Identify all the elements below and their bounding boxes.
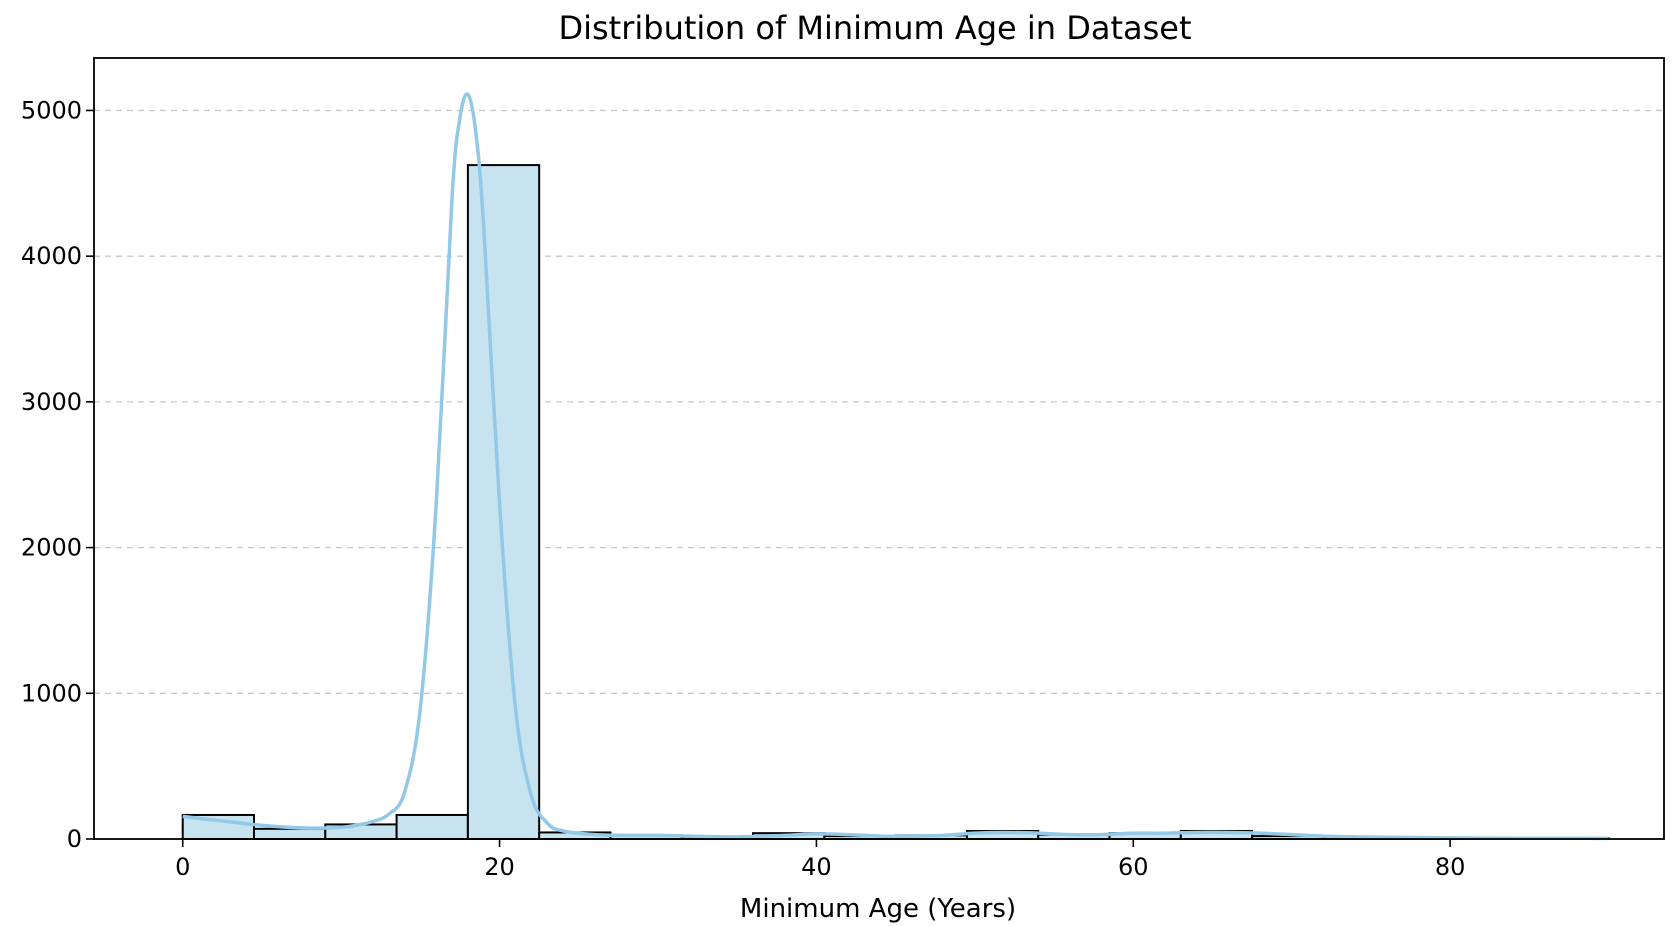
plot-frame — [93, 57, 1665, 840]
y-tick-label-4: 4000 — [21, 242, 82, 270]
y-tick-label-1: 1000 — [21, 679, 82, 707]
x-axis-ticks: 0 20 40 60 80 — [175, 839, 1465, 881]
y-axis-ticks: 0 1000 2000 3000 4000 5000 — [21, 96, 94, 853]
y-tick-label-0: 0 — [67, 825, 82, 853]
x-tick-label-0: 0 — [175, 853, 190, 881]
y-tick-label-2: 2000 — [21, 534, 82, 562]
kde-curve-layer — [182, 92, 1609, 841]
x-tick-label-4: 80 — [1435, 853, 1466, 881]
y-tick-label-3: 3000 — [21, 388, 82, 416]
gridlines — [94, 109, 1664, 694]
x-tick-label-2: 40 — [801, 853, 832, 881]
histogram-bar-1 — [253, 827, 327, 840]
kde-curve — [182, 92, 1609, 841]
histogram-bar-4 — [466, 164, 541, 841]
y-tick-label-5: 5000 — [21, 96, 82, 124]
x-axis-label: Minimum Age (Years) — [740, 894, 1016, 924]
histogram-bars — [181, 164, 1610, 841]
x-tick-label-1: 20 — [484, 853, 515, 881]
histogram-bar-3 — [395, 813, 469, 840]
x-tick-label-3: 60 — [1118, 853, 1149, 881]
chart-title: Distribution of Minimum Age in Dataset — [558, 9, 1191, 47]
